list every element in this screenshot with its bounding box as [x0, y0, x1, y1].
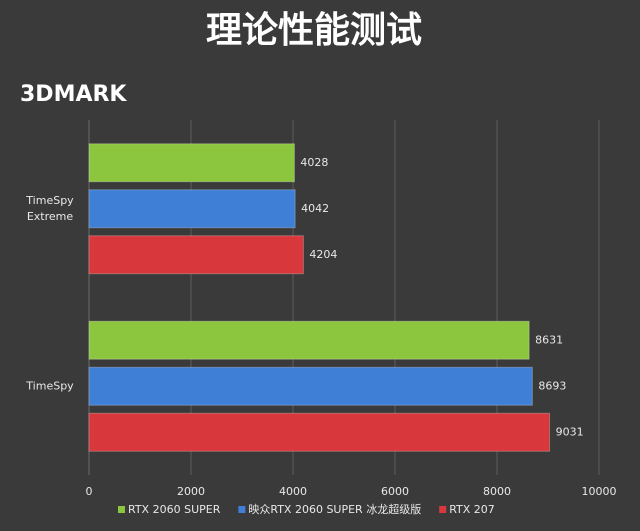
bar	[88, 366, 533, 406]
bar	[88, 189, 296, 229]
legend-swatch	[238, 506, 246, 513]
legend-swatch	[439, 506, 447, 513]
bar	[88, 143, 295, 183]
bar	[88, 235, 304, 275]
legend-swatch	[118, 506, 125, 513]
legend-label: RTX 2060 SUPER	[128, 503, 221, 516]
data-label: 8693	[538, 379, 566, 392]
y-tick-label: TimeSpy Extreme	[25, 194, 74, 223]
x-tick-label: 6000	[381, 485, 409, 498]
x-tick-label: 8000	[483, 485, 511, 498]
data-label: 4204	[309, 248, 337, 261]
x-tick-label: 0	[86, 485, 93, 498]
x-tick-label: 10000	[582, 485, 617, 498]
x-tick-label: 2000	[177, 485, 205, 498]
bar	[88, 320, 530, 360]
legend-label: 映众RTX 2060 SUPER 冰龙超级版	[248, 502, 421, 516]
chart-title: 理论性能测试	[206, 10, 422, 51]
y-tick-label: TimeSpy	[25, 379, 74, 392]
data-label: 4028	[300, 156, 328, 169]
data-label: 9031	[556, 425, 584, 438]
data-label: 8631	[535, 333, 563, 346]
bar	[88, 412, 551, 452]
x-tick-label: 4000	[279, 485, 307, 498]
data-label: 4042	[301, 202, 329, 215]
legend-label: RTX 207	[449, 503, 495, 516]
chart-subtitle: 3DMARK	[20, 82, 127, 107]
